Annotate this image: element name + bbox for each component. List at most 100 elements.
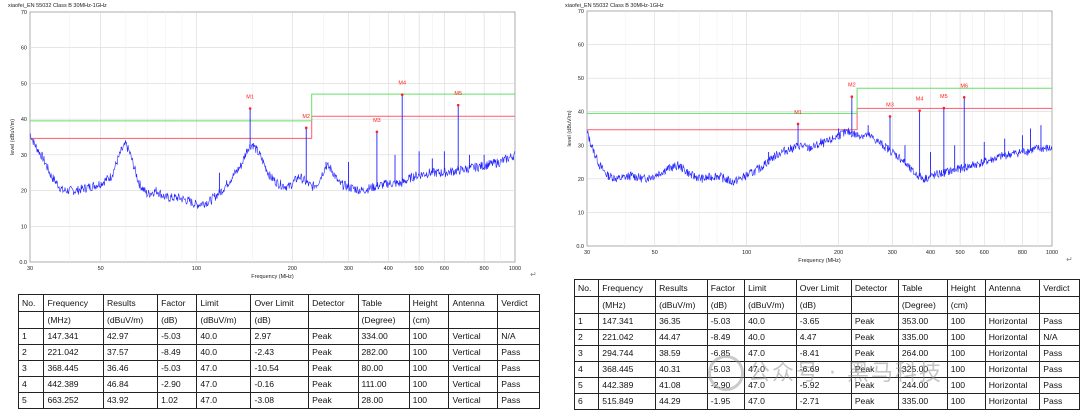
x-tick-label: 800 bbox=[1018, 250, 1027, 256]
table-cell: Vertical bbox=[448, 344, 499, 361]
watermark: 公众号 · 黑马科技 bbox=[708, 353, 1073, 391]
x-tick-label: 1000 bbox=[1046, 250, 1058, 256]
marker-label: M4 bbox=[916, 97, 924, 103]
x-tick-label: 400 bbox=[926, 250, 935, 256]
chart-title: xiaofei_EN 55032 Class B 30MHz-1GHz bbox=[565, 3, 664, 9]
table-cell: N/A bbox=[497, 328, 540, 345]
table-cell: N/A bbox=[1039, 329, 1080, 346]
table-cell: Pass bbox=[1039, 313, 1080, 330]
marker-point bbox=[918, 109, 921, 112]
table-cell: 5 bbox=[573, 377, 600, 394]
table-cell: Frequency bbox=[598, 279, 657, 297]
table-cell: (dB) bbox=[706, 296, 746, 314]
x-tick-label: 300 bbox=[344, 266, 353, 272]
y-tick-label: 20 bbox=[21, 189, 27, 195]
marker-label: M2 bbox=[848, 83, 856, 89]
marker-label: M6 bbox=[960, 83, 968, 89]
table-cell: (dBuV/m) bbox=[102, 311, 159, 329]
table-cell: 335.00 bbox=[897, 329, 948, 346]
table-cell: Peak bbox=[308, 392, 359, 409]
table-cell: Pass bbox=[497, 392, 540, 409]
x-tick-label: 500 bbox=[415, 266, 424, 272]
table-cell: 368.445 bbox=[43, 360, 104, 377]
marker-point bbox=[888, 115, 892, 118]
table-cell: 5 bbox=[17, 392, 45, 409]
table-cell: 3 bbox=[17, 360, 45, 377]
table-cell: 28.00 bbox=[357, 392, 410, 409]
table-cell: 1 bbox=[573, 313, 600, 330]
table-cell: 40.0 bbox=[196, 328, 252, 345]
table-cell: 1.02 bbox=[157, 392, 198, 409]
table-cell: 111.00 bbox=[357, 376, 410, 393]
table-header-row: No. Frequency Results Factor Limit Over Limit… bbox=[573, 279, 1080, 297]
x-tick-label: 100 bbox=[192, 266, 201, 272]
table-cell: (dBuV/m) bbox=[744, 296, 797, 314]
table-cell: 100 bbox=[946, 329, 986, 346]
table-cell: -2.71 bbox=[795, 393, 852, 410]
marker-label: M2 bbox=[302, 114, 310, 120]
table-cell: Vertical bbox=[448, 360, 499, 377]
right-report-panel: xiaofei_EN 55032 Class B 30MHz-1GHz 0.0 10… bbox=[540, 0, 1080, 417]
table-cell: -5.03 bbox=[157, 360, 198, 377]
table-cell: Height bbox=[946, 279, 986, 297]
table-cell: Peak bbox=[308, 360, 359, 377]
table-cell: 353.00 bbox=[897, 313, 948, 330]
table-cell: (dB) bbox=[157, 311, 198, 329]
table-cell: 100 bbox=[408, 328, 450, 345]
table-row: 2 221.042 37.57 -8.49 40.0 -2.43 Peak 282.00 100… bbox=[17, 344, 540, 361]
results-table-horizontal: No. Frequency Results Factor Limit Over Limit… bbox=[573, 279, 1080, 410]
table-cell: 442.389 bbox=[598, 377, 657, 394]
y-tick-label: 0.0 bbox=[19, 260, 27, 266]
table-cell: (dBuV/m) bbox=[655, 296, 708, 314]
table-cell: 100 bbox=[946, 313, 986, 330]
y-tick-label: 50 bbox=[578, 76, 584, 82]
marker-point bbox=[304, 126, 308, 130]
table-cell: Verdict bbox=[1039, 279, 1080, 297]
table-cell: (MHz) bbox=[43, 311, 104, 329]
return-mark: ↵ bbox=[1066, 255, 1073, 264]
x-tick-label: 600 bbox=[980, 250, 989, 256]
table-cell: -2.43 bbox=[250, 344, 310, 361]
table-cell: 47.0 bbox=[744, 393, 797, 410]
limit-line-limit bbox=[30, 115, 515, 139]
plot-area bbox=[586, 10, 1053, 247]
y-tick-label: 30 bbox=[578, 143, 584, 149]
marker-label: M1 bbox=[794, 110, 802, 116]
table-cell: Verdict bbox=[497, 294, 540, 312]
table-cell: 147.341 bbox=[43, 328, 104, 345]
table-cell bbox=[850, 296, 899, 314]
table-cell: (Degree) bbox=[357, 311, 410, 329]
marker-label: M1 bbox=[246, 95, 254, 101]
table-cell: 515.849 bbox=[598, 393, 657, 410]
x-tick-label: 1000 bbox=[509, 266, 521, 272]
x-tick-label: 30 bbox=[27, 266, 33, 272]
table-cell: Pass bbox=[1039, 393, 1080, 410]
table-cell: 41.08 bbox=[655, 377, 708, 394]
y-tick-label: 20 bbox=[578, 177, 584, 183]
marker-point bbox=[962, 96, 966, 99]
y-tick-label: 60 bbox=[21, 46, 27, 52]
table-cell: 2 bbox=[17, 344, 45, 361]
limit-line-limit2 bbox=[30, 93, 515, 122]
table-cell: 100 bbox=[408, 344, 450, 361]
plot-area bbox=[29, 11, 516, 263]
table-cell: Results bbox=[102, 294, 159, 312]
table-cell: 2 bbox=[573, 329, 600, 346]
table-cell bbox=[308, 311, 359, 329]
table-cell: (cm) bbox=[408, 311, 450, 329]
table-cell: Over Limit bbox=[795, 279, 852, 297]
table-cell: 294.744 bbox=[598, 345, 657, 362]
table-cell: 147.341 bbox=[598, 313, 657, 330]
table-cell: 38.59 bbox=[655, 345, 708, 362]
table-cell: 282.00 bbox=[357, 344, 410, 361]
table-cell: (Degree) bbox=[897, 296, 948, 314]
table-cell: 334.00 bbox=[357, 328, 410, 345]
y-tick-label: 40 bbox=[578, 110, 584, 116]
table-cell: 40.0 bbox=[196, 344, 252, 361]
table-cell: (MHz) bbox=[598, 296, 657, 314]
y-axis-label: level (dBuV/m) bbox=[567, 110, 573, 146]
table-cell bbox=[497, 311, 540, 329]
marker-point bbox=[850, 95, 854, 99]
table-cell: 43.92 bbox=[102, 392, 159, 409]
table-cell: 46.84 bbox=[102, 376, 159, 393]
